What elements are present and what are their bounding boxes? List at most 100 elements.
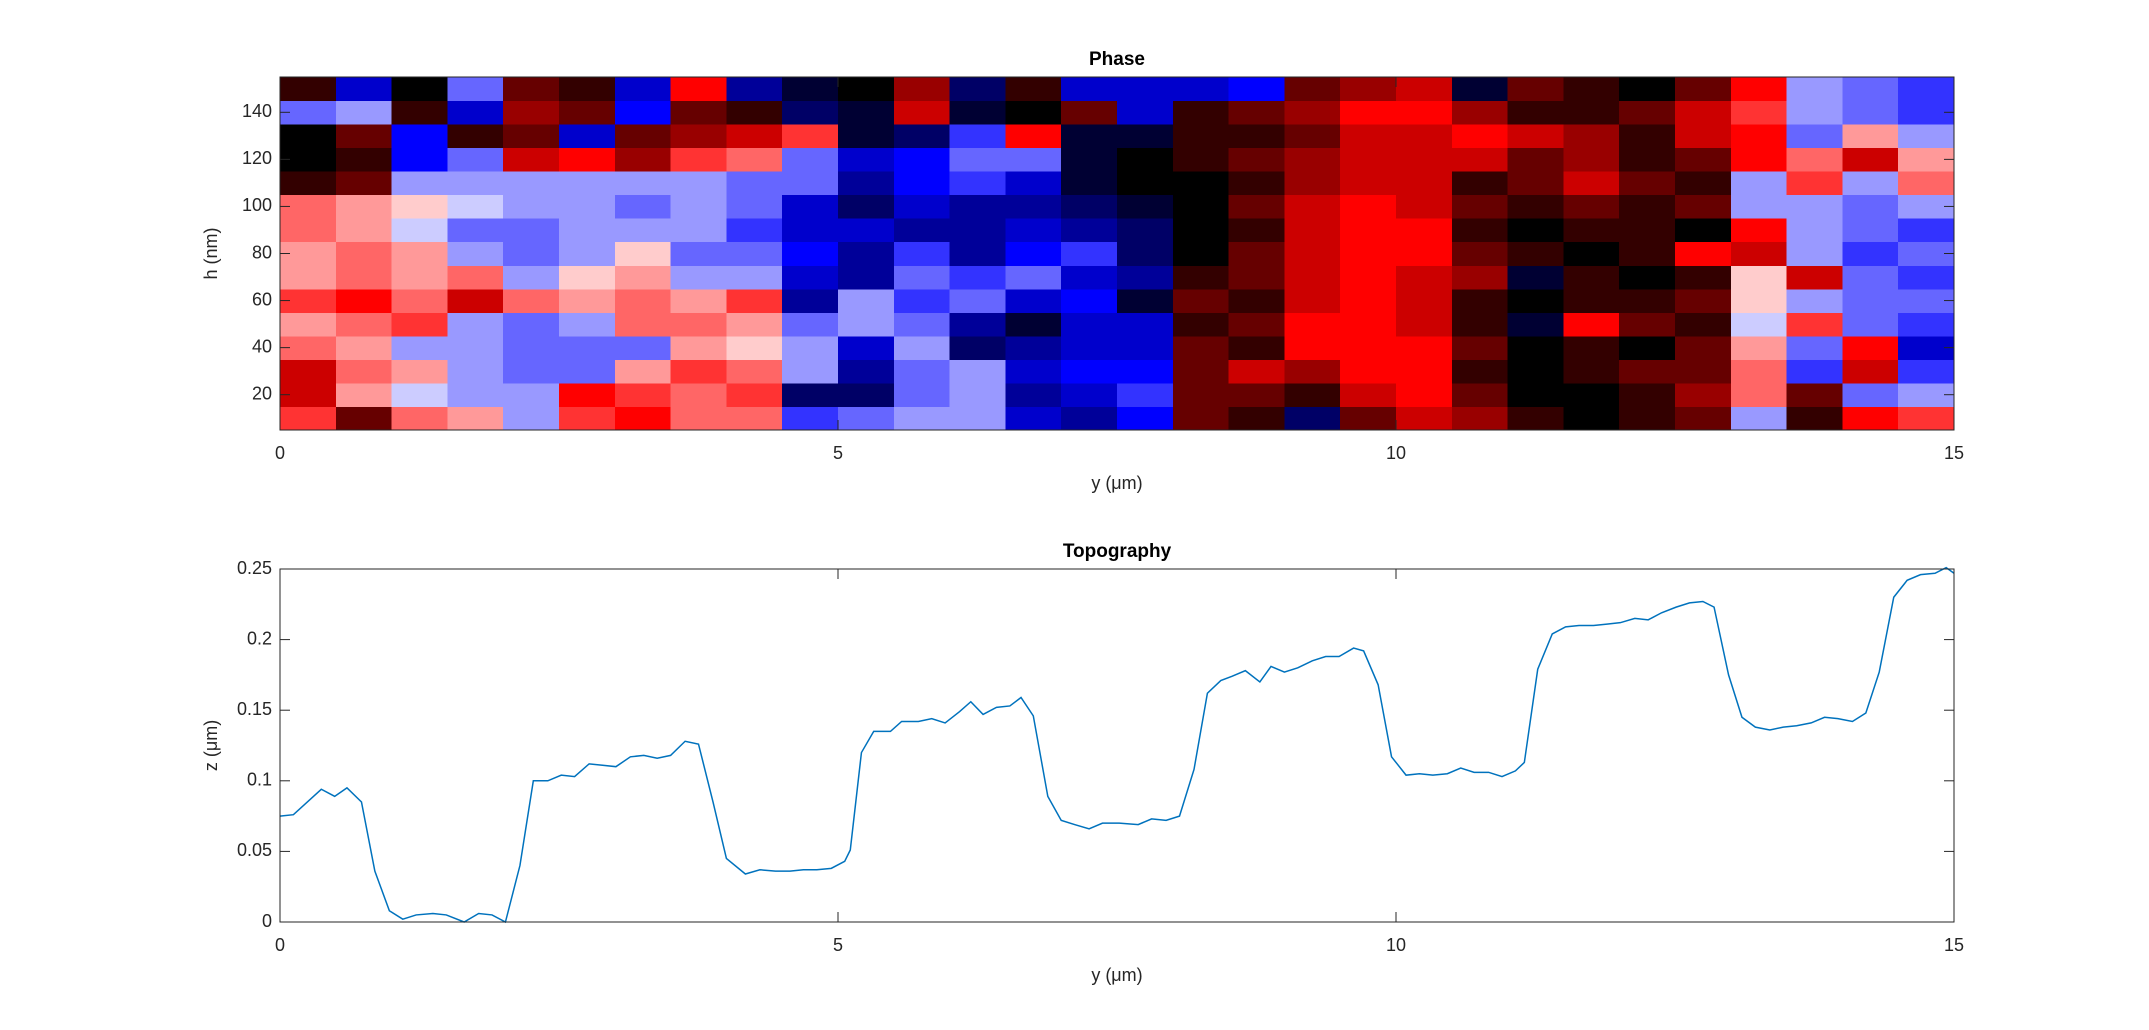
heatmap-cell — [949, 241, 1006, 266]
heatmap-cell — [1786, 218, 1843, 243]
heatmap-cell — [1396, 406, 1453, 431]
heatmap-cell — [893, 406, 951, 431]
heatmap-cell — [782, 406, 839, 431]
heatmap-cell — [1117, 77, 1174, 102]
heatmap-cell — [782, 312, 839, 337]
heatmap-cell — [1228, 77, 1285, 102]
plot-area — [280, 569, 1954, 922]
heatmap-cell — [1842, 359, 1899, 384]
heatmap-cell — [1898, 171, 1955, 196]
axes: 0 5 10 15 20 40 60 80 100 120 140 Phase y (μm) h (nm) — [201, 49, 1964, 493]
heatmap-cell — [614, 171, 672, 196]
heatmap-cell — [1675, 265, 1732, 290]
heatmap-cell — [1172, 241, 1230, 266]
heatmap-cell — [1507, 265, 1564, 290]
heatmap-cell — [1172, 406, 1230, 431]
heatmap-cell — [559, 359, 616, 384]
heatmap-cell — [614, 218, 672, 243]
heatmap-cell — [1451, 312, 1509, 337]
heatmap-cell — [838, 124, 895, 149]
heatmap-cell — [1730, 359, 1788, 384]
heatmap-cell — [1451, 218, 1509, 243]
heatmap-cell — [893, 171, 951, 196]
heatmap-cell — [1675, 359, 1732, 384]
heatmap-cell — [1507, 382, 1564, 407]
heatmap-cell — [1675, 100, 1732, 125]
heatmap-cell — [1898, 218, 1955, 243]
heatmap-cell — [1172, 218, 1230, 243]
heatmap-cell — [335, 265, 393, 290]
heatmap-cell — [503, 171, 560, 196]
heatmap-cell — [559, 100, 616, 125]
y-axis-label: h (nm) — [201, 227, 221, 279]
heatmap-cell — [1117, 312, 1174, 337]
heatmap-cell — [1898, 124, 1955, 149]
heatmap-cell — [1284, 288, 1341, 313]
heatmap-cell — [1842, 288, 1899, 313]
heatmap-cell — [1675, 218, 1732, 243]
heatmap-cell — [1396, 194, 1453, 219]
x-tick-label: 15 — [1944, 443, 1964, 463]
heatmap-cell — [949, 359, 1006, 384]
heatmap-cell — [1340, 312, 1397, 337]
heatmap-cell — [1898, 312, 1955, 337]
heatmap-cell — [949, 382, 1006, 407]
heatmap-cell — [726, 241, 783, 266]
heatmap-cell — [949, 218, 1006, 243]
heatmap-cell — [391, 218, 448, 243]
heatmap-cell — [1117, 382, 1174, 407]
heatmap-cell — [1563, 124, 1620, 149]
heatmap-cell — [1507, 147, 1564, 172]
heatmap-cell — [949, 406, 1006, 431]
heatmap-cell — [1284, 77, 1341, 102]
heatmap-cell — [838, 382, 895, 407]
heatmap-cell — [1340, 265, 1397, 290]
heatmap-cell — [447, 194, 504, 219]
heatmap-cell — [1396, 335, 1453, 360]
heatmap-cell — [335, 147, 393, 172]
heatmap-cell — [1172, 288, 1230, 313]
heatmap-cell — [503, 100, 560, 125]
heatmap-cell — [614, 382, 672, 407]
data-line — [279, 566, 1955, 924]
heatmap-cell — [1396, 77, 1453, 102]
heatmap-cell — [782, 218, 839, 243]
heatmap-cell — [726, 335, 783, 360]
heatmap-cell — [1563, 147, 1620, 172]
heatmap-cell — [949, 312, 1006, 337]
heatmap-cell — [1340, 124, 1397, 149]
heatmap-cell — [1451, 171, 1509, 196]
heatmap-cell — [1786, 406, 1843, 431]
heatmap-cell — [1061, 147, 1118, 172]
heatmap-cell — [447, 288, 504, 313]
heatmap-cell — [614, 194, 672, 219]
heatmap-cell — [1284, 359, 1341, 384]
heatmap-cell — [280, 406, 337, 431]
heatmap-cell — [1228, 147, 1285, 172]
heatmap-cell — [1786, 241, 1843, 266]
heatmap-cell — [1842, 312, 1899, 337]
heatmap-cell — [1172, 147, 1230, 172]
x-axis-label: y (μm) — [1091, 965, 1142, 985]
heatmap-cell — [893, 265, 951, 290]
heatmap-cell — [1786, 359, 1843, 384]
heatmap-cell — [1396, 265, 1453, 290]
heatmap-cell — [1340, 359, 1397, 384]
heatmap-cell — [893, 288, 951, 313]
heatmap-cell — [1284, 406, 1341, 431]
heatmap-cell — [1675, 335, 1732, 360]
heatmap-cell — [1786, 265, 1843, 290]
heatmap-cell — [1172, 312, 1230, 337]
heatmap-cell — [1340, 406, 1397, 431]
heatmap-cell — [1786, 335, 1843, 360]
heatmap-cell — [838, 335, 895, 360]
y-tick-label: 140 — [242, 101, 272, 121]
heatmap-cell — [1507, 312, 1564, 337]
heatmap-cell — [1117, 218, 1174, 243]
heatmap-cell — [1451, 265, 1509, 290]
heatmap-cell — [1172, 335, 1230, 360]
heatmap-cell — [559, 312, 616, 337]
heatmap-cell — [614, 265, 672, 290]
heatmap-cell — [1675, 241, 1732, 266]
heatmap-cell — [1730, 335, 1788, 360]
